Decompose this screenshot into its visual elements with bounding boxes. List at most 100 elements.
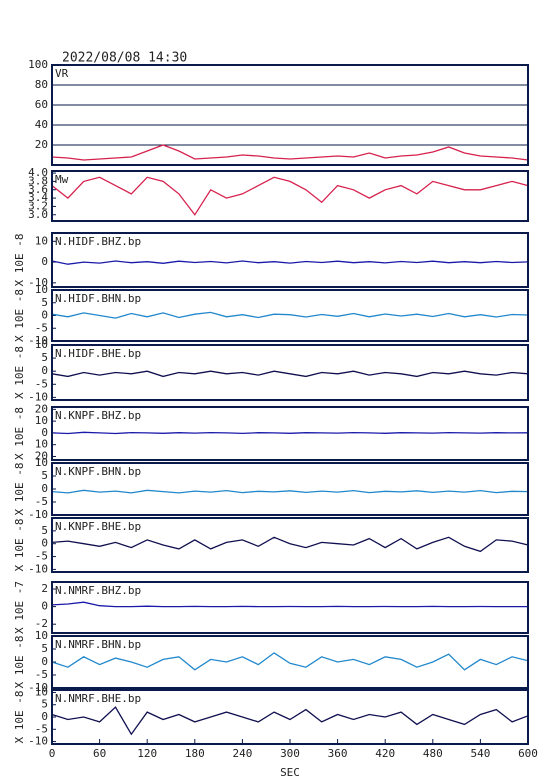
panel-title: VR — [55, 67, 69, 80]
y-axis-label: X 10E -8 — [13, 346, 26, 399]
y-tick-label: 0 — [41, 426, 48, 439]
data-line — [51, 311, 529, 319]
y-tick-label: 10 — [35, 414, 48, 427]
y-tick-label: 20 — [35, 402, 48, 415]
panel-title: Mw — [55, 173, 69, 186]
y-axis-label: X 10E -8 — [13, 691, 26, 744]
x-tick-label: 60 — [93, 747, 106, 760]
data-line — [51, 370, 529, 378]
y-tick-label: -10 — [28, 276, 48, 289]
x-tick-label: 300 — [280, 747, 300, 760]
x-tick-label: 600 — [518, 747, 538, 760]
y-tick-label: -10 — [28, 681, 48, 694]
y-tick-label: 5 — [41, 469, 48, 482]
data-line — [51, 431, 529, 435]
y-tick-label: 10 — [35, 283, 48, 296]
panel-title: N.NMRF.BHN.bp — [55, 638, 141, 651]
y-tick-label: 0 — [41, 655, 48, 668]
y-tick-label: 0 — [41, 600, 48, 613]
y-tick-label: -10 — [28, 562, 48, 575]
panel-frame — [51, 406, 529, 461]
y-tick-label: -10 — [28, 390, 48, 403]
data-line — [51, 601, 528, 608]
y-tick-label: 0 — [41, 309, 48, 322]
panel-title: N.HIDF.BHE.bp — [55, 347, 141, 360]
x-tick-label: 360 — [328, 747, 348, 760]
y-axis-label: X 10E -8 — [13, 519, 26, 572]
y-tick-label: 2 — [41, 582, 48, 595]
panel-frame — [51, 170, 529, 222]
y-axis-label: X 10E -8 — [13, 463, 26, 516]
y-tick-label: 3.0 — [28, 208, 48, 221]
panel-title: N.NMRF.BHZ.bp — [55, 584, 141, 597]
y-tick-label: 40 — [35, 118, 48, 131]
data-line — [51, 536, 529, 553]
panel-title: N.KNPF.BHN.bp — [55, 465, 141, 478]
y-tick-label: 10 — [35, 685, 48, 698]
y-tick-label: -5 — [35, 377, 48, 390]
y-tick-label: 3.6 — [28, 183, 48, 196]
y-axis-label: X 10E -8 — [13, 289, 26, 342]
y-tick-label: 10 — [35, 438, 48, 451]
y-tick-label: -10 — [28, 334, 48, 347]
y-tick-label: -5 — [35, 550, 48, 563]
data-line — [51, 652, 529, 671]
page-title: 2022/08/08 14:30 — [62, 51, 187, 66]
x-tick-label: 120 — [137, 747, 157, 760]
y-tick-label: -2 — [35, 617, 48, 630]
y-tick-label: -5 — [35, 668, 48, 681]
y-tick-label: 5 — [41, 642, 48, 655]
y-tick-label: 20 — [35, 138, 48, 151]
y-tick-label: 80 — [35, 78, 48, 91]
x-tick-label: 420 — [375, 747, 395, 760]
data-line — [51, 706, 529, 736]
panel-frame — [51, 289, 529, 342]
y-axis-label: X 10E -8 — [13, 636, 26, 689]
y-tick-label: 4.0 — [28, 166, 48, 179]
y-tick-label: 5 — [41, 698, 48, 711]
y-tick-label: 0 — [41, 482, 48, 495]
data-line — [51, 176, 529, 216]
y-tick-label: 60 — [35, 98, 48, 111]
y-axis-label: X 10E -7 — [13, 581, 26, 634]
y-tick-label: 3.2 — [28, 199, 48, 212]
y-tick-label: 10 — [35, 338, 48, 351]
y-tick-label: 10 — [35, 456, 48, 469]
panel-frame — [51, 517, 529, 573]
data-line — [51, 144, 529, 161]
y-tick-label: -5 — [35, 722, 48, 735]
y-tick-label: 10 — [35, 629, 48, 642]
x-tick-label: 480 — [423, 747, 443, 760]
y-tick-label: 10 — [35, 234, 48, 247]
y-tick-label: 20 — [35, 449, 48, 462]
data-line — [51, 489, 529, 494]
y-tick-label: 0 — [41, 364, 48, 377]
panel-title: N.HIDF.BHZ.bp — [55, 235, 141, 248]
y-tick-label: 0 — [41, 710, 48, 723]
panel-frame — [51, 581, 529, 634]
panel-frame — [51, 64, 529, 166]
y-axis-label: X 10E -8 — [13, 234, 26, 287]
y-tick-label: 100 — [28, 58, 48, 71]
y-tick-label: -5 — [35, 321, 48, 334]
y-tick-label: 0 — [41, 537, 48, 550]
panel-title: N.NMRF.BHE.bp — [55, 692, 141, 705]
y-tick-label: 3.8 — [28, 174, 48, 187]
y-tick-label: -10 — [28, 735, 48, 748]
data-line — [51, 260, 529, 265]
y-tick-label: -5 — [35, 495, 48, 508]
y-tick-label: 0 — [41, 255, 48, 268]
x-tick-label: 540 — [470, 747, 490, 760]
x-tick-label: 240 — [232, 747, 252, 760]
panel-title: N.HIDF.BHN.bp — [55, 292, 141, 305]
panel-frame — [51, 462, 529, 516]
y-tick-label: -10 — [28, 508, 48, 521]
panel-title: N.KNPF.BHE.bp — [55, 520, 141, 533]
y-tick-label: 3.4 — [28, 191, 48, 204]
y-axis-label: X 10E -8 — [13, 407, 26, 460]
y-tick-label: 5 — [41, 524, 48, 537]
x-tick-label: 180 — [185, 747, 205, 760]
panel-title: N.KNPF.BHZ.bp — [55, 409, 141, 422]
y-tick-label: 5 — [41, 296, 48, 309]
